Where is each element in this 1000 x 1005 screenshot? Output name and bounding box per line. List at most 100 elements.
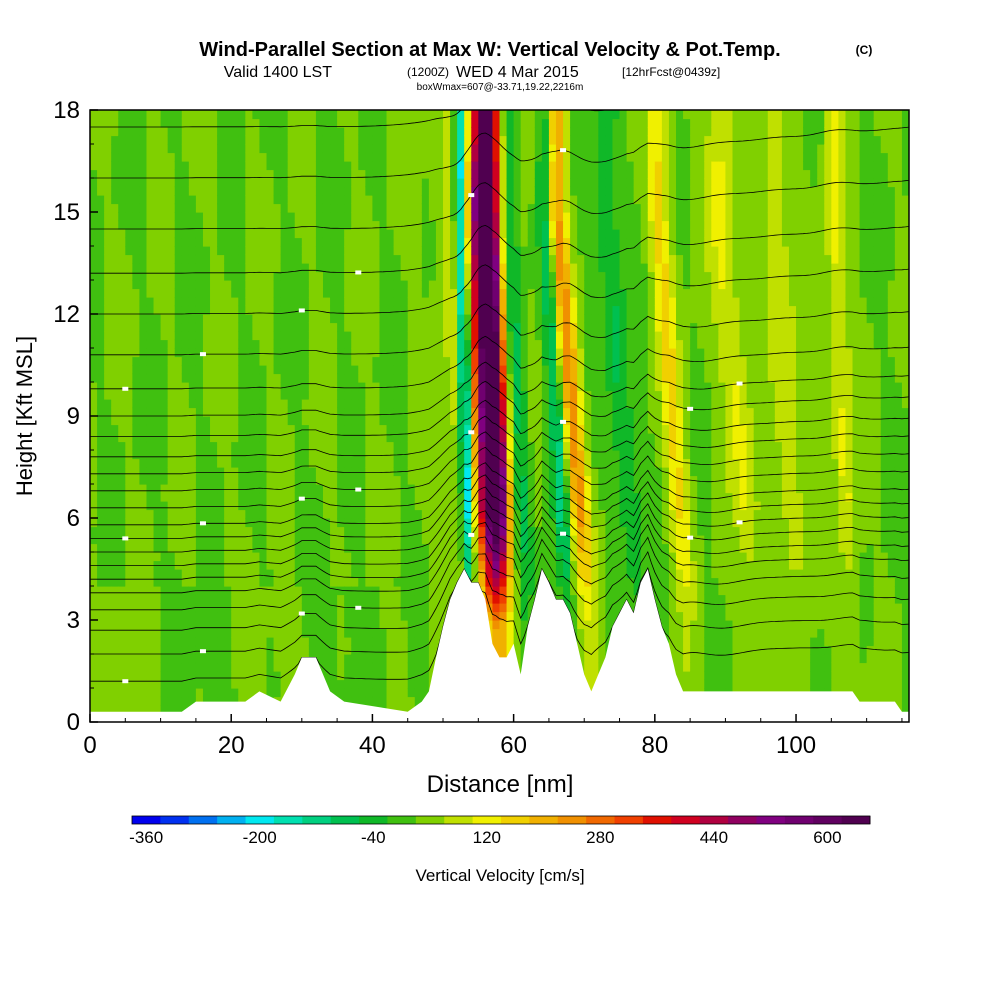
velocity-cell (132, 220, 141, 230)
velocity-cell (160, 135, 169, 145)
velocity-cell (259, 365, 268, 375)
velocity-cell (555, 552, 564, 562)
velocity-cell (344, 654, 352, 664)
velocity-cell (541, 441, 550, 451)
velocity-cell (153, 696, 162, 706)
velocity-cell (97, 178, 105, 188)
velocity-cell (224, 356, 232, 366)
velocity-cell (195, 662, 204, 672)
velocity-cell (541, 552, 550, 562)
velocity-cell (527, 467, 536, 477)
velocity-cell (520, 518, 529, 528)
velocity-cell (118, 339, 126, 349)
velocity-cell (280, 356, 289, 366)
velocity-cell (195, 263, 204, 273)
velocity-cell (548, 271, 557, 281)
velocity-cell (499, 424, 508, 434)
velocity-cell (210, 152, 218, 162)
velocity-cell (210, 297, 218, 307)
velocity-cell (513, 475, 522, 485)
velocity-cell (358, 671, 366, 681)
velocity-cell (118, 526, 126, 536)
velocity-cell (146, 186, 155, 196)
velocity-cell (245, 475, 253, 485)
velocity-cell (344, 373, 352, 383)
velocity-cell (407, 688, 416, 698)
velocity-cell (259, 178, 268, 188)
velocity-cell (153, 637, 162, 647)
velocity-cell (492, 416, 501, 426)
velocity-cell (555, 577, 564, 587)
velocity-cell (428, 314, 437, 324)
velocity-cell (195, 314, 204, 324)
velocity-cell (167, 288, 176, 298)
velocity-cell (379, 679, 388, 689)
velocity-cell (238, 271, 246, 281)
velocity-cell (104, 679, 112, 689)
velocity-cell (435, 331, 444, 341)
velocity-cell (471, 118, 479, 128)
velocity-cell (301, 620, 310, 630)
velocity-cell (111, 535, 119, 545)
velocity-cell (499, 237, 508, 247)
velocity-cell (146, 373, 155, 383)
velocity-cell (464, 399, 472, 409)
velocity-cell (210, 373, 218, 383)
velocity-cell (139, 645, 148, 655)
velocity-cell (322, 288, 331, 298)
velocity-cell (513, 492, 522, 502)
velocity-cell (400, 679, 409, 689)
velocity-cell (513, 569, 522, 579)
velocity-cell (280, 152, 289, 162)
velocity-cell (132, 628, 141, 638)
velocity-cell (266, 229, 275, 239)
velocity-cell (499, 288, 508, 298)
velocity-cell (435, 373, 444, 383)
velocity-cell (379, 288, 388, 298)
velocity-cell (365, 637, 374, 647)
velocity-cell (358, 331, 366, 341)
velocity-cell (506, 458, 515, 468)
velocity-cell (210, 450, 218, 460)
velocity-cell (435, 492, 444, 502)
velocity-cell (188, 416, 197, 426)
velocity-cell (435, 356, 444, 366)
velocity-cell (202, 526, 211, 536)
velocity-cell (153, 314, 162, 324)
velocity-cell (365, 467, 374, 477)
velocity-cell (111, 220, 119, 230)
velocity-cell (330, 373, 338, 383)
velocity-cell (351, 331, 359, 341)
velocity-cell (379, 441, 388, 451)
velocity-cell (301, 118, 310, 128)
velocity-cell (421, 645, 430, 655)
velocity-cell (513, 620, 522, 630)
velocity-cell (499, 620, 508, 630)
velocity-cell (457, 424, 465, 434)
velocity-cell (210, 237, 218, 247)
velocity-cell (224, 509, 232, 519)
velocity-cell (506, 339, 515, 349)
velocity-cell (224, 280, 232, 290)
velocity-cell (358, 518, 366, 528)
velocity-cell (471, 246, 479, 256)
velocity-cell (308, 169, 317, 179)
velocity-cell (492, 169, 501, 179)
velocity-cell (443, 280, 451, 290)
velocity-cell (443, 467, 451, 477)
velocity-cell (393, 280, 402, 290)
velocity-cell (499, 178, 508, 188)
velocity-cell (174, 518, 183, 528)
velocity-cell (464, 288, 472, 298)
velocity-cell (139, 424, 148, 434)
velocity-cell (280, 586, 289, 596)
velocity-cell (90, 569, 98, 579)
velocity-cell (548, 263, 557, 273)
velocity-cell (139, 127, 148, 137)
velocity-cell (322, 390, 331, 400)
velocity-cell (464, 552, 472, 562)
velocity-cell (527, 297, 536, 307)
velocity-cell (167, 467, 176, 477)
velocity-cell (485, 237, 494, 247)
velocity-cell (104, 611, 112, 621)
